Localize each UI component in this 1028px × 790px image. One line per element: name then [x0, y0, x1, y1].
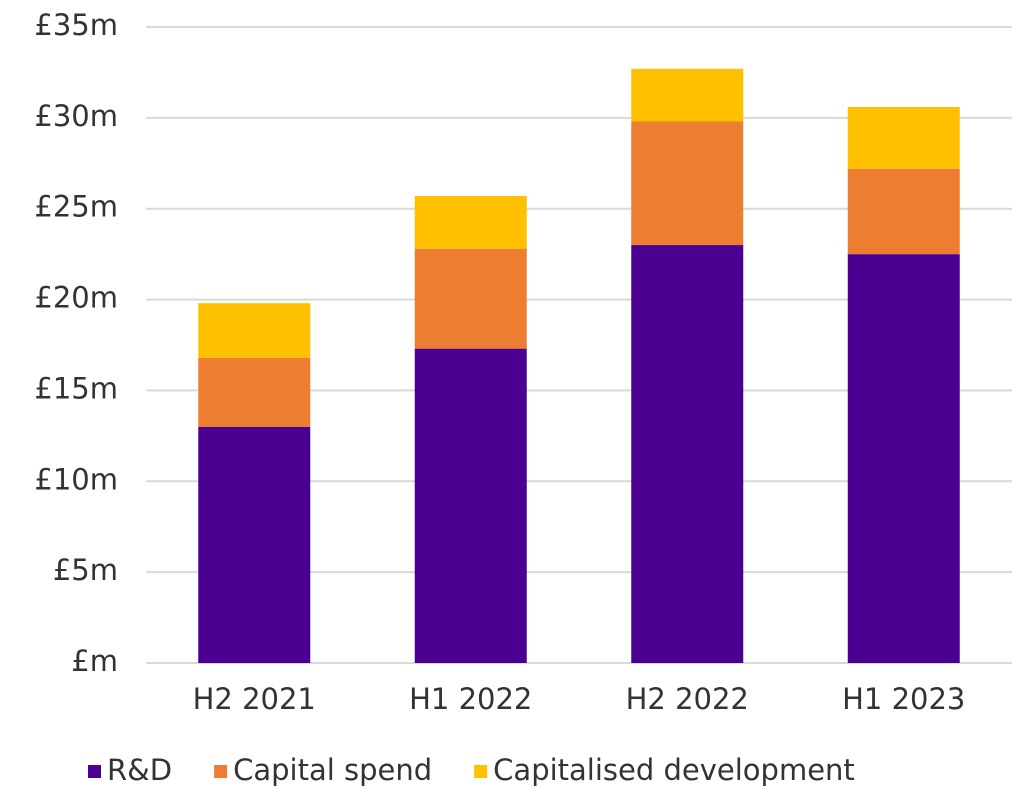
y-tick-label: £m	[71, 644, 118, 678]
y-tick-label: £5m	[53, 553, 118, 587]
bar-segment	[198, 357, 311, 427]
y-tick-label: £25m	[34, 190, 118, 224]
x-tick-label: H2 2021	[193, 682, 316, 716]
y-tick-label: £20m	[34, 281, 118, 315]
y-tick-label: £30m	[34, 99, 118, 133]
bar-segment	[414, 348, 527, 663]
legend-label: Capitalised development	[493, 753, 855, 787]
y-tick-label: £35m	[34, 8, 118, 42]
bar-segment	[631, 68, 744, 122]
x-tick-label: H2 2022	[626, 682, 749, 716]
bar-segment	[414, 195, 527, 249]
legend-label: Capital spend	[233, 753, 432, 787]
x-tick-label: H1 2023	[842, 682, 965, 716]
y-tick-label: £15m	[34, 371, 118, 405]
legend-swatch	[474, 765, 488, 778]
bar-segment	[847, 168, 960, 255]
x-tick-label: H1 2022	[409, 682, 532, 716]
bar-segment	[198, 303, 311, 358]
bar-segment	[847, 106, 960, 169]
legend-swatch	[88, 765, 101, 778]
legend-label: R&D	[107, 753, 172, 787]
bar-segment	[631, 245, 744, 664]
y-tick-label: £10m	[34, 462, 118, 496]
legend-swatch	[214, 765, 228, 778]
bar-segment	[631, 121, 744, 246]
bar-segment	[847, 254, 960, 663]
bar-segment	[198, 426, 311, 663]
bar-segment	[414, 248, 527, 349]
